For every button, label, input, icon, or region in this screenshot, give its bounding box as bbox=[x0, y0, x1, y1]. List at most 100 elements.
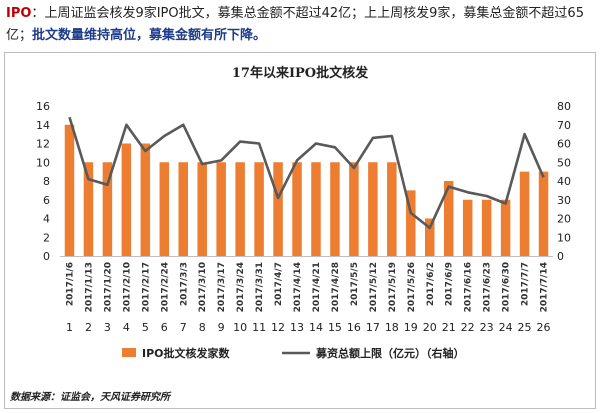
bar-13 bbox=[292, 162, 302, 256]
x-index-label: 3 bbox=[104, 321, 111, 334]
left-tick-label: 6 bbox=[43, 194, 50, 207]
right-tick-label: 70 bbox=[557, 119, 571, 132]
x-category-label: 2017/5/19 bbox=[388, 262, 398, 312]
left-tick-label: 12 bbox=[36, 138, 50, 151]
x-index-label: 13 bbox=[290, 321, 304, 334]
x-category-label: 2017/1/13 bbox=[84, 262, 94, 312]
intro-text: IPO：上周证监会核发9家IPO批文，募集总金额不超过42亿；上上周核发9家，募… bbox=[6, 3, 594, 47]
bar-24 bbox=[500, 199, 511, 256]
bar-14 bbox=[311, 162, 321, 256]
x-category-label: 2017/6/2 bbox=[426, 262, 436, 306]
x-index-label: 10 bbox=[233, 321, 247, 334]
x-category-label: 2017/6/16 bbox=[464, 262, 474, 312]
x-index-label: 1 bbox=[66, 321, 73, 334]
x-index-label: 19 bbox=[404, 321, 418, 334]
x-category-label: 2017/6/23 bbox=[483, 262, 493, 312]
intro-colon: ： bbox=[31, 6, 45, 21]
bar-12 bbox=[273, 162, 283, 256]
x-category-label: 2017/2/10 bbox=[122, 262, 132, 312]
bar-3 bbox=[102, 162, 113, 256]
x-index-label: 25 bbox=[518, 321, 532, 334]
x-index-label: 16 bbox=[347, 321, 361, 334]
left-tick-label: 10 bbox=[36, 156, 50, 169]
right-tick-label: 40 bbox=[557, 175, 571, 188]
bar-26 bbox=[538, 171, 549, 256]
bar-22 bbox=[462, 199, 473, 256]
right-tick-label: 60 bbox=[557, 138, 571, 151]
x-category-label: 2017/5/5 bbox=[350, 262, 360, 306]
chart-frame bbox=[4, 52, 596, 409]
x-index-label: 8 bbox=[199, 321, 206, 334]
bar-10 bbox=[235, 162, 245, 256]
right-tick-label: 0 bbox=[557, 250, 564, 263]
right-tick-label: 80 bbox=[557, 100, 571, 113]
x-index-label: 24 bbox=[499, 321, 513, 334]
x-index-label: 15 bbox=[328, 321, 342, 334]
x-index-label: 5 bbox=[142, 321, 149, 334]
bar-18 bbox=[387, 162, 397, 256]
bar-8 bbox=[197, 162, 207, 256]
right-tick-label: 30 bbox=[557, 194, 571, 207]
bar-6 bbox=[159, 162, 170, 256]
right-tick-label: 10 bbox=[557, 231, 571, 244]
line-series bbox=[68, 116, 545, 230]
bar-21 bbox=[443, 181, 454, 256]
x-category-label: 2017/3/17 bbox=[217, 262, 227, 312]
left-tick-label: 14 bbox=[36, 119, 50, 132]
x-category-label: 2017/7/14 bbox=[540, 262, 550, 312]
bar-15 bbox=[330, 162, 340, 256]
x-index-label: 14 bbox=[309, 321, 323, 334]
bar-19 bbox=[406, 190, 416, 256]
bar-9 bbox=[216, 162, 226, 256]
x-index-label: 20 bbox=[423, 321, 437, 334]
x-category-label: 2017/1/20 bbox=[103, 262, 113, 312]
x-category-label: 2017/2/24 bbox=[160, 262, 170, 312]
x-index-label: 9 bbox=[218, 321, 225, 334]
x-category-label: 2017/3/10 bbox=[198, 262, 208, 312]
bar-23 bbox=[481, 199, 492, 256]
left-tick-label: 2 bbox=[43, 231, 50, 244]
x-category-label: 2017/3/24 bbox=[236, 262, 246, 312]
x-category-label: 2017/3/3 bbox=[179, 262, 189, 306]
x-category-label: 2017/2/17 bbox=[141, 262, 151, 312]
x-category-label: 2017/4/14 bbox=[293, 262, 303, 312]
legend-bar-swatch bbox=[122, 348, 136, 357]
left-tick-label: 8 bbox=[43, 175, 50, 188]
x-index-label: 17 bbox=[366, 321, 380, 334]
intro-highlight: 批文数量维持高位，募集金额有所下降。 bbox=[32, 28, 267, 43]
bar-16 bbox=[349, 162, 359, 256]
bar-11 bbox=[254, 162, 264, 256]
right-tick-label: 50 bbox=[557, 156, 571, 169]
left-tick-label: 16 bbox=[36, 100, 50, 113]
bar-4 bbox=[121, 143, 132, 256]
x-category-label: 2017/3/31 bbox=[255, 262, 265, 312]
x-index-label: 2 bbox=[85, 321, 92, 334]
intro-plain: 上周证监会核发9家IPO批文，募集总金额不超过42亿；上上周核发9家，募集总金额… bbox=[6, 6, 584, 43]
x-index-label: 11 bbox=[252, 321, 266, 334]
source-note: 数据来源：证监会，天风证券研究所 bbox=[10, 392, 170, 403]
bar-7 bbox=[178, 162, 188, 256]
bar-5 bbox=[140, 143, 151, 256]
left-tick-label: 4 bbox=[43, 213, 50, 226]
x-category-label: 2017/4/7 bbox=[274, 262, 284, 306]
x-category-label: 2017/5/12 bbox=[369, 262, 379, 312]
x-index-label: 26 bbox=[537, 321, 551, 334]
x-index-label: 4 bbox=[123, 321, 130, 334]
x-index-label: 12 bbox=[271, 321, 285, 334]
x-category-label: 2017/6/9 bbox=[445, 262, 455, 306]
legend-line-label: 募资总额上限（亿元）（右轴） bbox=[315, 346, 465, 360]
legend-bar-label: IPO批文核发家数 bbox=[142, 346, 231, 360]
chart-title: 17年以来IPO批文核发 bbox=[231, 66, 369, 81]
bar-1 bbox=[64, 124, 75, 256]
x-category-label: 2017/7/7 bbox=[521, 262, 531, 306]
x-index-label: 22 bbox=[461, 321, 475, 334]
ipo-tag: IPO bbox=[6, 6, 32, 21]
x-category-label: 2017/6/30 bbox=[502, 262, 512, 312]
bar-17 bbox=[368, 162, 378, 256]
bar-20 bbox=[425, 218, 435, 256]
x-category-label: 2017/4/21 bbox=[312, 262, 322, 312]
right-tick-label: 20 bbox=[557, 213, 571, 226]
x-category-label: 2017/1/6 bbox=[65, 262, 75, 306]
bar-2 bbox=[83, 162, 94, 256]
x-category-label: 2017/4/28 bbox=[331, 262, 341, 312]
